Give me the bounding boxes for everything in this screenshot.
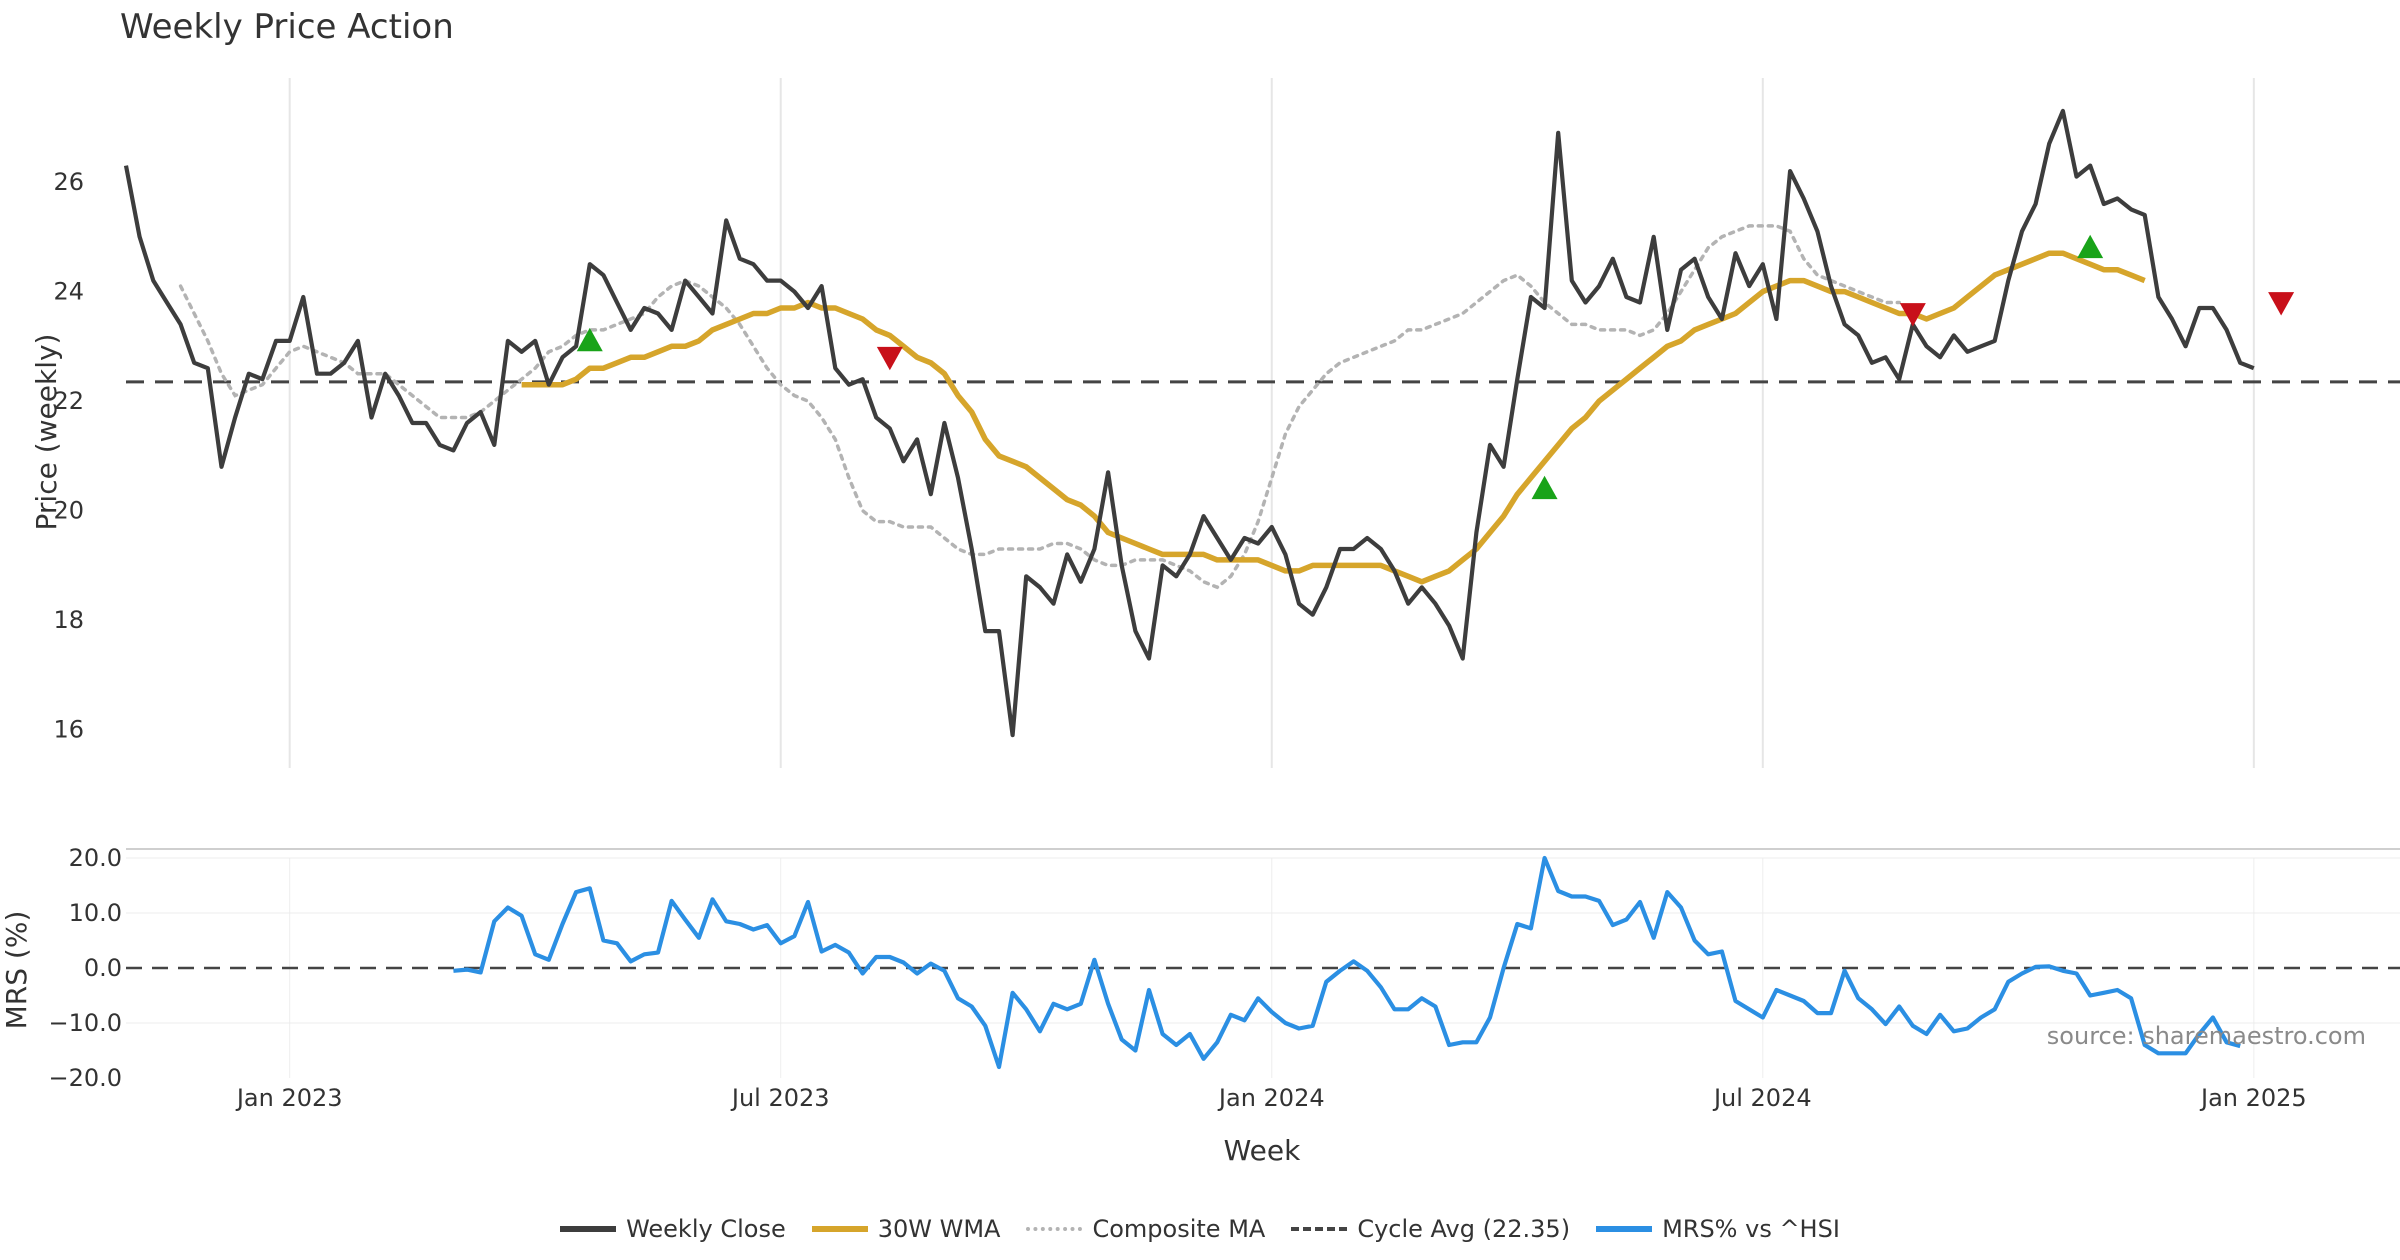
buy-signal-marker [576,327,603,352]
legend: Weekly Close 30W WMA Composite MA Cycle … [0,1210,2400,1248]
x-tick-label: Jan 2023 [235,1084,343,1112]
price-panel [123,108,2400,738]
mrs-y-tick-label: −10.0 [48,1009,122,1037]
x-tick-label: Jul 2024 [1712,1084,1812,1112]
legend-item-weekly-close: Weekly Close [560,1215,786,1243]
mrs-y-tick-label: 20.0 [69,844,122,872]
buy-signal-marker [2077,234,2104,259]
price-y-tick-label: 24 [53,278,84,306]
x-tick-label: Jul 2023 [730,1084,830,1112]
mrs-panel [126,855,2400,1070]
mrs-y-tick-label: 0.0 [84,954,122,982]
grid [126,78,2400,1078]
mrs-line [453,855,2241,1070]
legend-swatch-composite-ma [1026,1227,1083,1231]
sell-signal-marker [876,346,903,371]
sell-signal-marker [2268,292,2295,316]
legend-label-mrs: MRS% vs ^HSI [1662,1215,1840,1243]
x-ticks: Jan 2023 Jul 2023 Jan 2024 Jul 2024 Jan 2025… [235,1084,2307,1112]
legend-label-cycle-avg: Cycle Avg (22.35) [1357,1215,1571,1243]
x-tick-label: Jan 2025 [2199,1084,2307,1112]
legend-label-weekly-close: Weekly Close [626,1215,786,1243]
x-tick-label: Jan 2024 [1217,1084,1325,1112]
legend-swatch-weekly-close [560,1226,617,1232]
price-y-tick-label: 20 [53,497,84,525]
price-y-tick-label: 16 [53,716,84,744]
x-axis-label: Week [1224,1134,1301,1167]
sell-signal-marker [1899,303,1926,327]
composite-ma-line [178,224,1901,590]
price-y-ticks: 16 18 20 22 24 26 [53,168,84,744]
mrs-y-tick-label: −20.0 [48,1064,122,1092]
legend-swatch-cycle-avg [1291,1227,1348,1231]
legend-item-mrs: MRS% vs ^HSI [1596,1215,1840,1243]
mrs-y-tick-label: 10.0 [69,899,122,927]
legend-swatch-wma [811,1226,868,1232]
price-y-tick-label: 22 [53,387,84,415]
legend-item-cycle-avg: Cycle Avg (22.35) [1291,1215,1570,1243]
price-y-axis-label: Price (weekly) [30,334,63,531]
legend-label-wma: 30W WMA [877,1215,1001,1243]
mrs-y-ticks: 20.0 10.0 0.0 −10.0 −20.0 [48,844,122,1092]
buy-signal-marker [1531,475,1558,500]
source-watermark: source: sharemaestro.com [2047,1022,2366,1050]
legend-swatch-mrs [1596,1226,1653,1232]
legend-item-composite-ma: Composite MA [1026,1215,1265,1243]
legend-label-composite-ma: Composite MA [1092,1215,1266,1243]
price-y-tick-label: 26 [53,168,84,196]
wma-30w-line [521,250,2146,585]
chart-title: Weekly Price Action [120,7,454,47]
mrs-y-axis-label: MRS (%) [0,911,33,1030]
legend-item-wma: 30W WMA [811,1215,1001,1243]
weekly-close-line [123,108,2255,738]
price-y-tick-label: 18 [53,606,84,634]
